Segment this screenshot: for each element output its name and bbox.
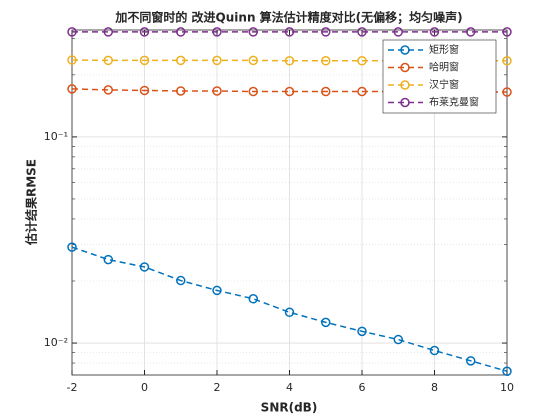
marker — [139, 85, 150, 96]
marker — [212, 285, 222, 296]
legend-label: 矩形窗 — [429, 43, 459, 56]
marker — [357, 56, 367, 66]
marker — [502, 366, 512, 376]
marker — [357, 326, 367, 337]
marker — [67, 55, 77, 65]
marker — [176, 27, 186, 37]
legend-marker — [400, 80, 410, 90]
marker — [502, 56, 512, 66]
marker — [139, 55, 150, 66]
marker — [139, 27, 150, 37]
x-tick-label: 2 — [214, 381, 221, 394]
marker — [393, 27, 403, 37]
marker — [321, 27, 331, 37]
legend-label: 哈明窗 — [429, 61, 459, 74]
marker — [248, 55, 258, 66]
marker — [357, 86, 367, 97]
legend-label: 汉宁窗 — [429, 78, 459, 91]
marker — [103, 85, 113, 95]
marker — [284, 86, 295, 97]
marker — [429, 27, 440, 37]
marker — [429, 345, 440, 356]
marker — [176, 55, 186, 66]
y-tick-label: 10⁻¹ — [44, 130, 68, 143]
x-tick-label: 4 — [286, 381, 293, 394]
legend-marker — [400, 45, 410, 55]
marker — [321, 86, 331, 97]
marker — [466, 27, 476, 37]
legend-label: 布莱克曼窗 — [429, 96, 479, 109]
marker — [321, 56, 331, 66]
marker — [176, 86, 186, 96]
legend-marker — [400, 62, 410, 73]
x-axis-label: SNR(dB) — [261, 401, 318, 415]
y-tick-label: 10⁻² — [44, 336, 68, 349]
marker — [212, 86, 222, 96]
marker — [176, 275, 186, 286]
marker — [103, 254, 113, 265]
x-tick-label: 8 — [431, 381, 438, 394]
marker — [212, 55, 222, 66]
marker — [284, 307, 295, 318]
x-tick-label: -2 — [67, 381, 78, 394]
marker — [502, 27, 512, 37]
marker — [67, 27, 77, 37]
marker — [212, 27, 222, 37]
legend-marker — [400, 97, 410, 108]
marker — [139, 262, 150, 272]
x-tick-label: 10 — [500, 381, 514, 394]
marker — [67, 242, 77, 252]
marker — [67, 84, 77, 94]
marker — [248, 294, 258, 304]
marker — [248, 27, 258, 37]
marker — [357, 27, 367, 37]
series-line — [71, 246, 508, 372]
x-tick-label: 0 — [141, 381, 148, 394]
marker — [466, 356, 476, 366]
marker — [103, 27, 113, 37]
x-tick-label: 6 — [359, 381, 366, 394]
marker — [284, 27, 295, 37]
marker — [393, 334, 403, 345]
marker — [248, 86, 258, 97]
marker — [321, 317, 331, 328]
axes-box — [71, 29, 508, 376]
marker — [502, 87, 512, 97]
marker — [103, 55, 113, 66]
chart-title: 加不同窗时的 改进Quinn 算法估计精度对比(无偏移；均匀噪声) — [114, 10, 462, 25]
y-axis-label: 估计结果RMSE — [24, 159, 39, 246]
marker — [284, 56, 295, 66]
